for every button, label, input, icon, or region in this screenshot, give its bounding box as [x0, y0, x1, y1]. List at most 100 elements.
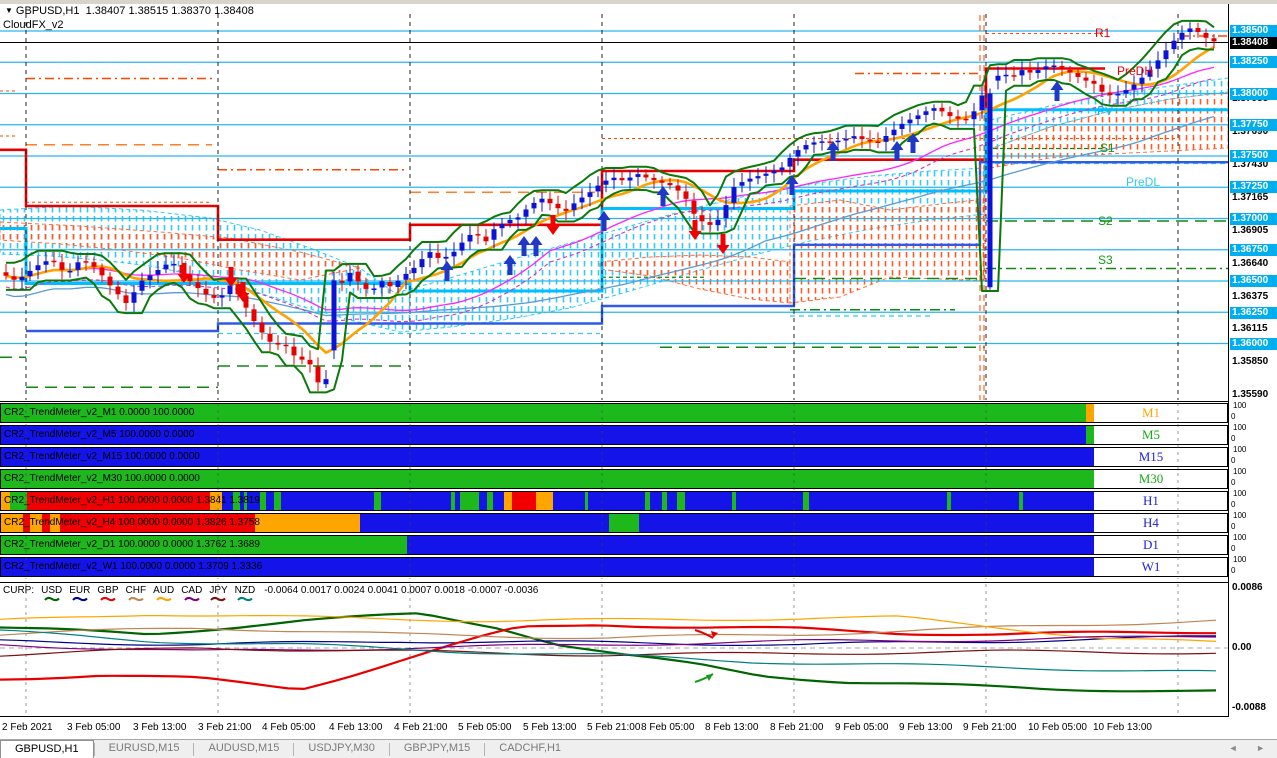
curp-line-aud: [0, 614, 1217, 642]
trendmeter-axis-min: 0: [1231, 434, 1236, 443]
candle-body: [1115, 93, 1121, 96]
candle-body: [491, 229, 497, 240]
trendmeter-row-M15[interactable]: CR2_TrendMeter_v2_M15 100.0000 0.0000 M15: [0, 447, 1228, 467]
trendmeter-segment-blue: [736, 492, 804, 510]
candle-body: [323, 379, 329, 385]
price-level-badge: 1.38000: [1230, 88, 1277, 100]
trendmeter-segment-blue: [247, 492, 261, 510]
curp-canvas[interactable]: [0, 583, 1228, 716]
candle-body: [1091, 80, 1097, 84]
candle-body: [875, 141, 881, 143]
candle-body: [219, 295, 225, 298]
chart-tab-audusd-m15[interactable]: AUDUSD,M15: [208, 742, 280, 754]
arrow-down-right-head: [711, 631, 718, 638]
time-axis-label: 4 Feb 13:00: [329, 722, 383, 733]
candle-body: [1083, 77, 1089, 81]
curp-currency-chf: CHF: [125, 585, 147, 602]
candle-body: [163, 264, 169, 270]
tab-scroll-arrows[interactable]: ◄ ►: [1228, 743, 1273, 753]
buy-arrow-icon: [517, 236, 531, 256]
chart-tab-gbpusd-h1[interactable]: GBPUSD,H1: [0, 740, 94, 758]
price-level-badge: 1.36750: [1230, 244, 1277, 256]
currency-code: JPY: [209, 585, 228, 596]
buy-arrow-icon: [785, 175, 799, 195]
candle-body: [1139, 77, 1145, 84]
buy-arrow-icon: [529, 236, 543, 256]
trendmeter-row-W1[interactable]: CR2_TrendMeter_v2_W1 100.0000 0.0000 1.3…: [0, 557, 1228, 577]
candle-body: [251, 309, 257, 321]
candle-body: [555, 203, 561, 209]
candle-body: [83, 261, 89, 263]
chevron-down-icon[interactable]: ▼: [5, 6, 13, 15]
chart-tab-cadchf-h1[interactable]: CADCHF,H1: [499, 742, 562, 754]
trendmeter-row-H1[interactable]: CR2_TrendMeter_v2_H1 100.0000 0.0000 1.3…: [0, 491, 1228, 511]
trendmeter-period-label: M1: [1141, 405, 1161, 420]
main-chart-pane[interactable]: ▼ GBPUSD,H1 1.38407 1.38515 1.38370 1.384…: [0, 4, 1228, 402]
candle-body: [1011, 75, 1017, 77]
trendmeter-segment-blue: [553, 492, 585, 510]
chart-tab-eurusd-m15[interactable]: EURUSD,M15: [108, 742, 180, 754]
trendmeter-row-D1[interactable]: CR2_TrendMeter_v2_D1 100.0000 0.0000 1.3…: [0, 535, 1228, 555]
sell-arrow-icon: [236, 282, 250, 302]
candle-body: [979, 95, 985, 111]
candle-body: [115, 286, 121, 295]
trendmeter-row-M30[interactable]: CR2_TrendMeter_v2_M30 100.0000 0.0000 M30: [0, 469, 1228, 489]
trendmeter-segment-blue: [281, 492, 375, 510]
time-axis[interactable]: 2 Feb 2021 3 Feb 05:00 3 Feb 13:00 3 Feb 21…: [0, 717, 1228, 738]
chart-tab-gbpjpy-m15[interactable]: GBPJPY,M15: [403, 742, 471, 754]
trendmeter-segment-blue: [239, 492, 245, 510]
price-axis[interactable]: 1.382201.379551.376901.374301.371651.369…: [1228, 4, 1277, 717]
candle-body: [235, 284, 241, 295]
candle-body: [395, 280, 401, 287]
candle-body: [1035, 70, 1041, 73]
pivot-step-line: [0, 67, 1105, 241]
candle-body: [523, 209, 529, 217]
candle-body: [1163, 50, 1169, 60]
price-chart-canvas[interactable]: [0, 4, 1228, 401]
curp-pane[interactable]: CURP: USD EUR GBP CHF AUD CAD JPY NZD -0.0064 0.…: [0, 582, 1228, 717]
trendmeter-segment-blue: [684, 492, 732, 510]
candle-body: [403, 273, 409, 280]
trendmeter-segment-green: [662, 492, 668, 510]
candle-body: [699, 215, 705, 222]
curp-line-usd: [0, 612, 1217, 693]
candle-body: [1027, 69, 1033, 73]
trendmeter-segment-blue: [455, 492, 461, 510]
time-axis-label: 9 Feb 21:00: [963, 722, 1017, 733]
candle-body: [1107, 92, 1113, 96]
candle-body: [763, 173, 769, 176]
price-level-badge: 1.37000: [1230, 213, 1277, 225]
candle-body: [739, 182, 745, 186]
trendmeter-segment-red: [59, 514, 255, 532]
price-axis-label: 1.36640: [1232, 258, 1269, 269]
currency-color-squiggle-icon: [183, 596, 200, 602]
candle-body: [923, 111, 929, 115]
trendmeter-row-M1[interactable]: CR2_TrendMeter_v2_M1 0.0000 100.0000 M1: [0, 403, 1228, 423]
time-axis-label: 5 Feb 13:00: [523, 722, 577, 733]
trendmeter-segment-orange: [209, 492, 223, 510]
candle-body: [67, 270, 73, 273]
trendmeter-segment-green: [1, 404, 1086, 422]
candle-body: [379, 281, 385, 288]
candle-body: [1131, 84, 1137, 90]
candle-body: [587, 192, 593, 197]
trendmeter-row-H4[interactable]: CR2_TrendMeter_v2_H4 100.0000 0.0000 1.3…: [0, 513, 1228, 533]
candle-body: [1075, 72, 1081, 77]
curp-currency-usd: USD: [41, 585, 62, 602]
trendmeter-segment-green: [1, 536, 407, 554]
candle-body: [571, 203, 577, 210]
candle-body: [1067, 69, 1073, 73]
currency-code: CHF: [125, 585, 147, 596]
ohlc-values: 1.38407 1.38515 1.38370 1.38408: [85, 5, 254, 17]
trendmeter-row-M5[interactable]: CR2_TrendMeter_v2_M5 100.0000 0.0000 M5: [0, 425, 1228, 445]
candle-body: [635, 174, 641, 177]
candle-body: [515, 217, 521, 220]
tab-separator: [93, 743, 95, 756]
candle-body: [459, 242, 465, 251]
trendmeter-axis-min: 0: [1231, 522, 1236, 531]
ichimoku-cloud-cyan: [989, 77, 1228, 150]
chart-tab-usdjpy-m30[interactable]: USDJPY,M30: [308, 742, 375, 754]
buy-arrow-icon: [656, 186, 670, 206]
time-axis-label: 4 Feb 05:00: [262, 722, 316, 733]
candle-body: [451, 251, 457, 257]
